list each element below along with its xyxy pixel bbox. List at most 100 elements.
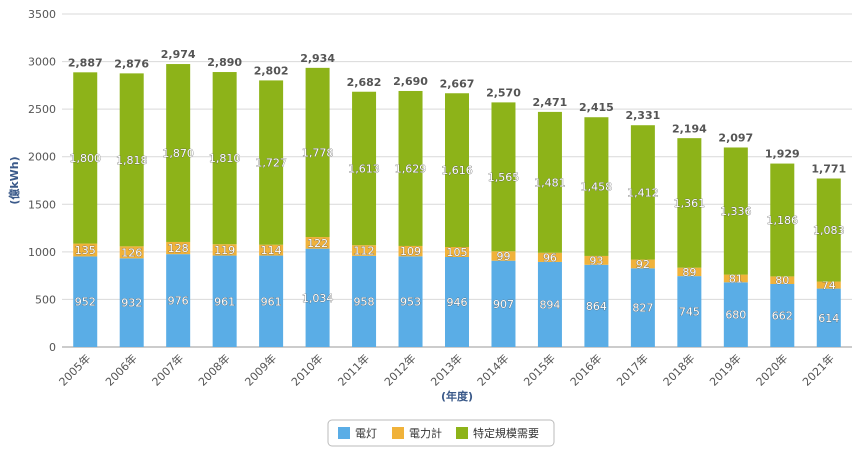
bar-segment-3: [212, 72, 237, 245]
data-label: 1,458: [581, 181, 613, 194]
bar-segment-3: [770, 163, 795, 277]
bar-segment-2: [537, 252, 562, 262]
data-label: 894: [539, 298, 560, 311]
x-tick-label: 2018年: [660, 351, 697, 388]
bar-segment-3: [723, 147, 748, 275]
y-tick-label: 1000: [28, 246, 56, 259]
total-label: 2,415: [579, 101, 614, 114]
bar-segment-2: [445, 247, 469, 257]
bar-segment-1: [445, 256, 469, 347]
bar-segment-1: [816, 288, 841, 347]
data-label: 932: [121, 297, 142, 310]
data-label: 953: [400, 296, 421, 309]
data-label: 662: [772, 310, 793, 323]
data-label: 1,870: [162, 147, 194, 160]
y-tick-label: 2500: [28, 103, 56, 116]
bar-segment-1: [166, 254, 191, 347]
bar-segment-3: [119, 73, 144, 247]
x-tick-label: 2005年: [56, 351, 93, 388]
data-label: 1,186: [767, 214, 799, 227]
x-tick-label: 2016年: [567, 351, 604, 388]
x-tick-label: 2014年: [474, 351, 511, 388]
data-label: 128: [168, 242, 189, 255]
bar-segment-2: [816, 281, 841, 289]
data-label: 1,800: [69, 152, 101, 165]
data-label: 89: [682, 266, 696, 279]
data-label: 74: [822, 279, 836, 292]
bar-segment-1: [491, 260, 516, 347]
bar-segment-2: [73, 243, 98, 257]
bar-segment-3: [630, 125, 655, 260]
bar-segment-1: [630, 268, 655, 347]
data-label: 1,361: [674, 197, 706, 210]
y-tick-label: 500: [35, 293, 56, 306]
data-label: 907: [493, 298, 514, 311]
bar-segment-3: [537, 111, 562, 253]
y-tick-label: 1500: [28, 198, 56, 211]
data-label: 92: [636, 258, 650, 271]
bar-segment-2: [677, 267, 702, 277]
total-label: 2,570: [486, 86, 521, 99]
data-label: 961: [214, 295, 235, 308]
legend-item-label: 電灯: [355, 427, 377, 440]
total-label: 2,974: [161, 48, 196, 61]
legend-swatch: [456, 427, 468, 439]
bar-segment-2: [584, 255, 609, 265]
bar-segment-1: [305, 248, 330, 347]
legend-swatch: [392, 427, 404, 439]
y-axis-title: (億kWh): [7, 156, 21, 204]
data-label: 827: [632, 302, 653, 315]
x-tick-label: 2007年: [149, 351, 186, 388]
data-label: 745: [679, 306, 700, 319]
bar-segment-3: [816, 178, 841, 282]
data-label: 1,629: [395, 162, 427, 175]
data-label: 680: [725, 309, 746, 322]
y-tick-label: 3000: [28, 56, 56, 69]
data-label: 81: [729, 272, 743, 285]
y-tick-label: 3500: [28, 8, 56, 21]
bar-segment-1: [723, 282, 748, 347]
x-tick-label: 2012年: [381, 351, 418, 388]
legend-item-label: 特定規模需要: [473, 426, 539, 440]
data-label: 1,778: [302, 146, 334, 159]
total-label: 2,887: [68, 56, 103, 69]
data-label: 112: [354, 245, 375, 258]
x-tick-label: 2009年: [242, 351, 279, 388]
bar-segment-2: [723, 274, 748, 283]
data-label: 1,565: [488, 171, 520, 184]
bar-segment-1: [398, 256, 423, 347]
data-label: 952: [75, 296, 96, 309]
data-label: 1,810: [209, 152, 241, 165]
bar-segment-2: [166, 241, 191, 255]
data-label: 105: [447, 246, 468, 259]
x-tick-label: 2015年: [521, 351, 558, 388]
data-label: 99: [496, 250, 510, 263]
bar-segment-1: [212, 255, 237, 347]
data-label: 976: [168, 295, 189, 308]
bar-segment-2: [352, 245, 377, 256]
bar-segment-2: [398, 245, 423, 257]
data-label: 1,481: [534, 176, 566, 189]
bar-segment-2: [491, 251, 516, 261]
bar-segment-1: [119, 258, 144, 347]
bar-segment-1: [770, 284, 795, 347]
data-label: 961: [261, 295, 282, 308]
bar-segment-2: [305, 237, 330, 249]
x-tick-label: 2019年: [706, 351, 743, 388]
bar-segment-2: [119, 246, 144, 259]
bar-segment-3: [305, 67, 330, 238]
total-label: 1,929: [765, 147, 800, 160]
y-tick-label: 2000: [28, 151, 56, 164]
x-tick-label: 2017年: [614, 351, 651, 388]
total-label: 2,934: [300, 52, 335, 65]
data-label: 93: [589, 254, 603, 267]
total-label: 2,331: [625, 109, 660, 122]
x-tick-label: 2020年: [753, 351, 790, 388]
x-axis-title: (年度): [441, 389, 473, 403]
data-label: 135: [75, 244, 96, 257]
total-label: 2,194: [672, 122, 707, 135]
bar-segment-3: [491, 102, 516, 252]
x-tick-label: 2010年: [288, 351, 325, 388]
